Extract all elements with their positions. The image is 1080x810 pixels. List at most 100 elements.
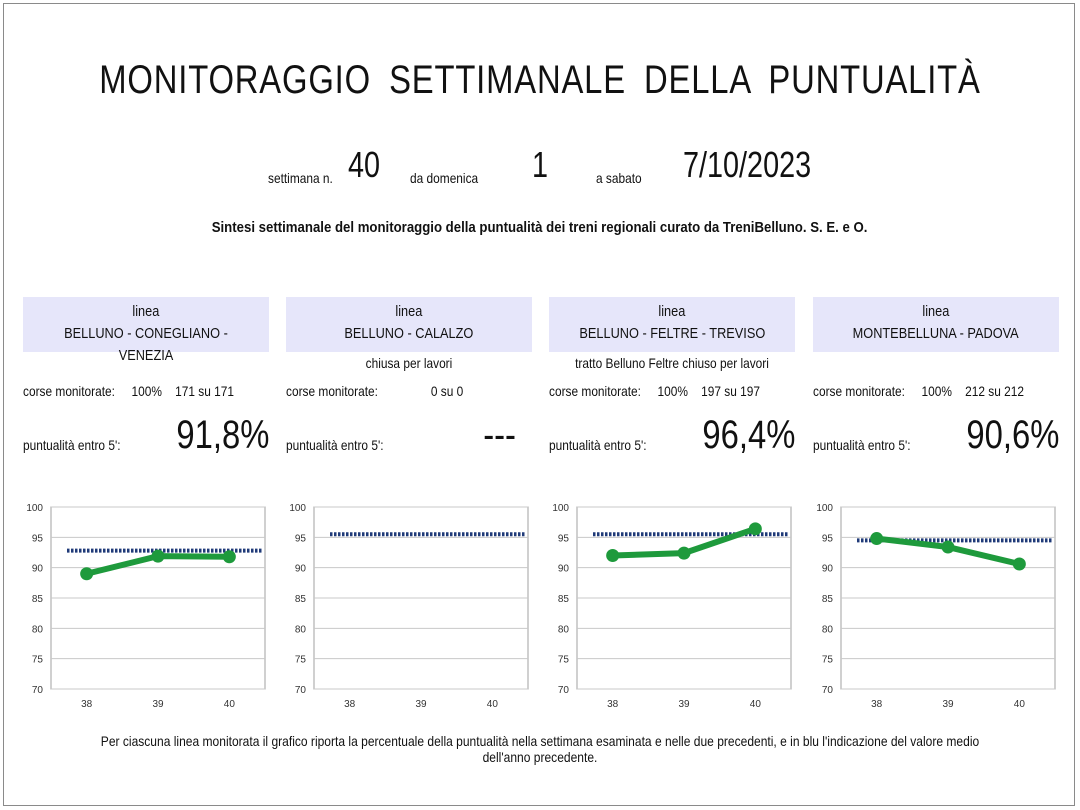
y-tick-label: 90 (822, 564, 834, 575)
puntualita-label: puntualità entro 5': (549, 437, 647, 453)
y-tick-label: 80 (295, 624, 307, 635)
linea-label: linea (922, 303, 950, 320)
week-label: settimana n. (268, 170, 333, 186)
line-note (23, 355, 269, 371)
panel-belluno-conegliano-venezia: linea BELLUNO - CONEGLIANO - VENEZIA cor… (23, 297, 269, 710)
puntualita-value: 96,4% (701, 413, 795, 457)
corse-count: 171 su 171 (175, 383, 235, 399)
y-tick-label: 90 (295, 564, 307, 575)
puntualita-value: --- (483, 413, 516, 457)
puntualita-label: puntualità entro 5': (813, 437, 911, 453)
data-point (151, 549, 165, 563)
x-tick-label: 39 (152, 699, 164, 710)
y-tick-label: 85 (822, 594, 834, 605)
corse-monitorate: corse monitorate: 100% 212 su 212 (813, 383, 1024, 399)
y-tick-label: 95 (558, 533, 570, 544)
y-tick-label: 85 (558, 594, 570, 605)
puntualita-value: 91,8% (175, 413, 269, 457)
puntualita-value: 90,6% (965, 413, 1059, 457)
y-tick-label: 100 (26, 503, 43, 514)
y-tick-label: 80 (32, 624, 44, 635)
y-tick-label: 100 (289, 503, 306, 514)
data-point (222, 550, 236, 564)
x-tick-label: 39 (942, 699, 954, 710)
data-point (870, 532, 884, 546)
x-tick-label: 40 (750, 699, 762, 710)
linea-label: linea (658, 303, 686, 320)
line-name: MONTEBELLUNA - PADOVA (852, 325, 1020, 342)
y-tick-label: 95 (295, 533, 307, 544)
report-frame (3, 3, 1075, 806)
y-tick-label: 100 (552, 503, 569, 514)
corse-label: corse monitorate: (23, 383, 115, 399)
x-tick-label: 38 (871, 699, 883, 710)
line-note: chiusa per lavori (365, 355, 453, 371)
panel-belluno-calalzo: linea BELLUNO - CALALZO chiusa per lavor… (286, 297, 532, 710)
y-tick-label: 75 (295, 655, 307, 666)
corse-monitorate: corse monitorate: 100% 171 su 171 (23, 383, 234, 399)
corse-label: corse monitorate: (549, 383, 641, 399)
puntualita-label: puntualità entro 5': (23, 437, 121, 453)
x-tick-label: 40 (1014, 699, 1026, 710)
x-tick-label: 40 (224, 699, 236, 710)
data-point (606, 549, 620, 563)
data-point (748, 522, 762, 536)
y-tick-label: 80 (822, 624, 834, 635)
linea-label: linea (395, 303, 423, 320)
corse-label: corse monitorate: (813, 383, 905, 399)
y-tick-label: 75 (32, 655, 44, 666)
panel-header: linea BELLUNO - FELTRE - TREVISO (549, 297, 795, 352)
corse-monitorate: corse monitorate: 100% 197 su 197 (549, 383, 760, 399)
y-tick-label: 70 (822, 685, 834, 696)
corse-count: 197 su 197 (701, 383, 761, 399)
y-tick-label: 85 (32, 594, 44, 605)
line-name: BELLUNO - FELTRE - TREVISO (579, 325, 765, 342)
y-tick-label: 100 (816, 503, 833, 514)
line-note (813, 355, 1059, 371)
y-tick-label: 70 (295, 685, 307, 696)
to-value: 7/10/2023 (683, 144, 812, 185)
chart-belluno-conegliano-venezia: 70 75 80 85 90 95 100 38 39 40 (26, 503, 266, 710)
linea-label: linea (132, 303, 160, 320)
x-tick-label: 38 (607, 699, 619, 710)
y-tick-label: 90 (558, 564, 570, 575)
y-tick-label: 70 (558, 685, 570, 696)
week-number: 40 (348, 144, 381, 185)
panel-header: linea MONTEBELLUNA - PADOVA (813, 297, 1059, 352)
line-note: tratto Belluno Feltre chiuso per lavori (575, 355, 769, 371)
x-tick-label: 40 (487, 699, 499, 710)
y-tick-label: 95 (822, 533, 834, 544)
footer-note: Per ciascuna linea monitorata il grafico… (100, 733, 980, 765)
chart-belluno-calalzo: 70 75 80 85 90 95 100 38 39 40 (289, 503, 529, 710)
corse-count: 0 su 0 (430, 383, 464, 399)
to-label: a sabato (596, 170, 642, 186)
from-label: da domenica (410, 170, 479, 186)
from-value: 1 (532, 144, 549, 185)
y-tick-label: 90 (32, 564, 44, 575)
y-tick-label: 95 (32, 533, 44, 544)
y-tick-label: 80 (558, 624, 570, 635)
panel-header: linea BELLUNO - CALALZO (286, 297, 532, 352)
corse-label: corse monitorate: (286, 383, 378, 399)
data-point (80, 567, 94, 581)
corse-pct: 100% (131, 383, 162, 399)
x-tick-label: 39 (678, 699, 690, 710)
y-tick-label: 85 (295, 594, 307, 605)
panel-belluno-feltre-treviso: linea BELLUNO - FELTRE - TREVISO tratto … (549, 297, 795, 710)
chart-montebelluna-padova: 70 75 80 85 90 95 100 38 39 40 (816, 503, 1056, 710)
corse-monitorate: corse monitorate: 0 su 0 (286, 383, 463, 399)
data-point (941, 540, 955, 554)
page-title: MONITORAGGIO SETTIMANALE DELLA PUNTUALIT… (99, 58, 981, 102)
line-name: BELLUNO - CONEGLIANO - VENEZIA (64, 325, 228, 364)
corse-pct: 100% (921, 383, 952, 399)
x-tick-label: 39 (415, 699, 427, 710)
y-tick-label: 75 (822, 655, 834, 666)
puntualita-label: puntualità entro 5': (286, 437, 384, 453)
line-name: BELLUNO - CALALZO (344, 325, 474, 342)
x-tick-label: 38 (81, 699, 93, 710)
data-point (677, 546, 691, 560)
summary-text: Sintesi settimanale del monitoraggio del… (212, 219, 868, 236)
corse-count: 212 su 212 (965, 383, 1025, 399)
panel-header: linea BELLUNO - CONEGLIANO - VENEZIA (23, 297, 269, 364)
x-tick-label: 38 (344, 699, 356, 710)
